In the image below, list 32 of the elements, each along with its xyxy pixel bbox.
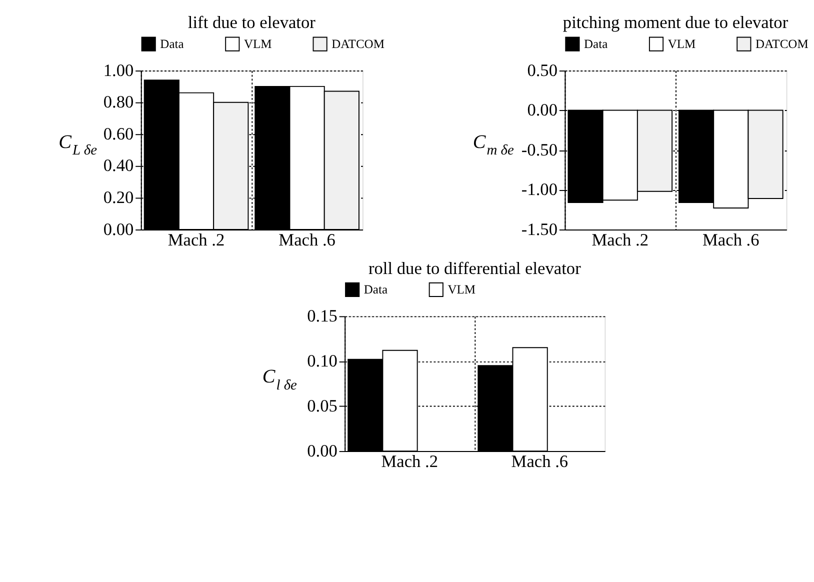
x-tick-label: Mach .6 (278, 230, 336, 250)
x-tick-label: Mach .6 (702, 230, 760, 250)
chart-title: roll due to differential elevator (368, 258, 582, 278)
y-tick-label: 0.60 (103, 124, 134, 144)
chart-title: pitching moment due to elevator (562, 13, 788, 32)
y-tick-label: 0.00 (103, 220, 134, 239)
legend-label: DATCOM (332, 36, 384, 51)
y-tick-label: -0.50 (521, 140, 558, 160)
y-tick-label: 0.50 (527, 60, 558, 80)
x-tick-label: Mach .2 (381, 452, 438, 471)
y-tick-label: 0.20 (103, 188, 134, 208)
y-tick-label: 1.00 (103, 60, 134, 80)
x-tick-label: Mach .2 (592, 230, 649, 250)
y-tick-label: 0.00 (307, 441, 338, 460)
chart-title: lift due to elevator (188, 13, 316, 32)
y-tick-label: 0.00 (527, 100, 558, 120)
x-tick-label: Mach .6 (511, 452, 568, 471)
legend-label: Data (160, 36, 184, 51)
legend-label: VLM (668, 36, 696, 51)
legend-label: VLM (448, 282, 476, 297)
y-tick-label: -1.00 (521, 180, 558, 200)
y-tick-label: -1.50 (521, 220, 558, 239)
y-tick-label: 0.15 (307, 306, 338, 326)
y-tick-label: 0.40 (103, 156, 134, 176)
x-tick-label: Mach .2 (168, 230, 225, 250)
legend-label: VLM (244, 36, 272, 51)
y-tick-label: 0.05 (307, 396, 338, 416)
legend-label: Data (364, 282, 388, 297)
legend-label: DATCOM (755, 36, 808, 51)
y-tick-label: 0.10 (307, 351, 338, 370)
legend-label: Data (584, 36, 608, 51)
y-tick-label: 0.80 (103, 92, 134, 112)
